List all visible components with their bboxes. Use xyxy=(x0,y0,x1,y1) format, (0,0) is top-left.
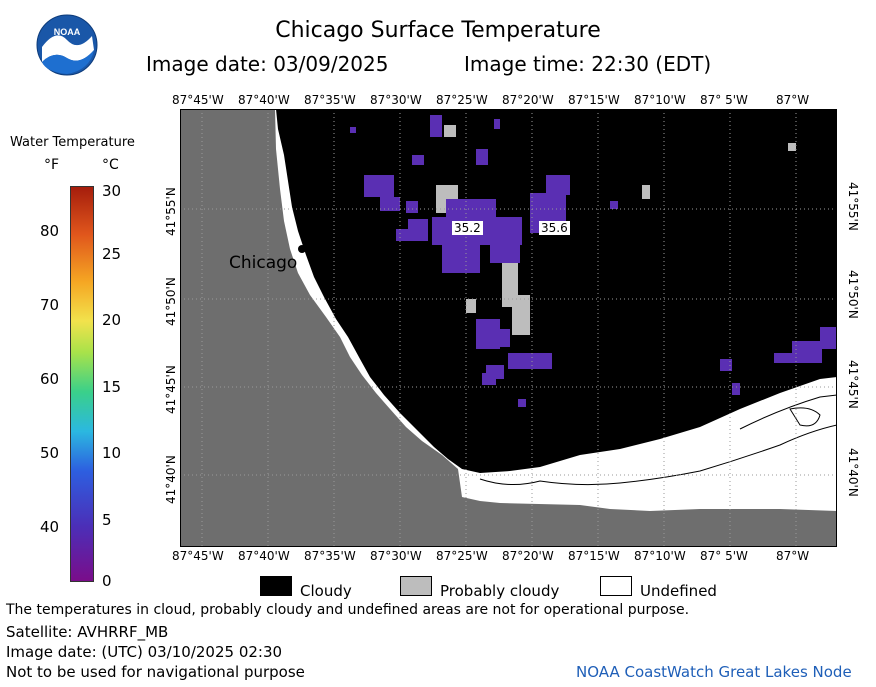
lon-tick: 87°45'W xyxy=(172,93,224,107)
lon-tick: 87°20'W xyxy=(502,549,554,563)
legend-label-undefined: Undefined xyxy=(640,582,717,600)
scale-tick-f: 70 xyxy=(40,296,60,314)
legend-swatch-undefined xyxy=(600,576,632,596)
city-label: Chicago xyxy=(229,253,298,273)
scale-tick-c: 0 xyxy=(102,572,112,590)
lon-tick: 87°25'W xyxy=(436,93,488,107)
scale-tick-c: 5 xyxy=(102,511,112,529)
page-title: Chicago Surface Temperature xyxy=(275,18,601,43)
map-border xyxy=(180,109,837,547)
lat-tick: 41°40'N xyxy=(846,448,860,497)
color-scale-bar xyxy=(70,186,94,582)
temp-label: 35.2 xyxy=(452,221,483,235)
cloud-area xyxy=(276,109,837,473)
lon-tick: 87°35'W xyxy=(304,93,356,107)
lat-tick: 41°40'N xyxy=(164,455,178,504)
image-date-label: Image date: 03/09/2025 xyxy=(146,52,389,76)
lon-tick: 87°15'W xyxy=(568,549,620,563)
lat-tick: 41°50'N xyxy=(846,270,860,319)
footer-satellite: Satellite: AVHRRF_MB xyxy=(6,623,169,641)
lon-tick: 87° 5'W xyxy=(700,549,748,563)
lat-tick: 41°55'N xyxy=(164,187,178,236)
lon-tick: 87°10'W xyxy=(634,93,686,107)
scale-tick-f: 60 xyxy=(40,370,60,388)
lon-tick: 87°20'W xyxy=(502,93,554,107)
lon-tick: 87°10'W xyxy=(634,549,686,563)
footer-disclaimer: The temperatures in cloud, probably clou… xyxy=(6,602,690,618)
legend-swatch-probably-cloudy xyxy=(400,576,432,596)
footer-utc-date: Image date: (UTC) 03/10/2025 02:30 xyxy=(6,643,283,661)
scale-tick-c: 20 xyxy=(102,311,122,329)
lon-tick: 87°W xyxy=(776,93,810,107)
lon-tick: 87°25'W xyxy=(436,549,488,563)
map-panel xyxy=(180,109,837,547)
lat-tick: 41°45'N xyxy=(164,365,178,414)
scale-tick-f: 50 xyxy=(40,444,60,462)
scale-tick-f: 40 xyxy=(40,518,60,536)
scale-tick-f: 80 xyxy=(40,222,60,240)
noaa-logo: NOAA xyxy=(36,14,98,76)
lon-tick: 87° 5'W xyxy=(700,93,748,107)
lat-tick: 41°45'N xyxy=(846,360,860,409)
scale-title: Water Temperature xyxy=(10,135,135,150)
water-temperature-patches xyxy=(350,115,837,407)
lon-tick: 87°W xyxy=(776,549,810,563)
footer-credit: NOAA CoastWatch Great Lakes Node xyxy=(576,663,852,681)
footer-navigation: Not to be used for navigational purpose xyxy=(6,663,305,681)
lon-tick: 87°15'W xyxy=(568,93,620,107)
unit-c: °C xyxy=(102,157,119,173)
temp-label: 35.6 xyxy=(539,221,570,235)
lat-tick: 41°50'N xyxy=(164,277,178,326)
lon-tick: 87°35'W xyxy=(304,549,356,563)
lat-tick: 41°55'N xyxy=(846,182,860,231)
unit-f: °F xyxy=(44,157,60,173)
lon-tick: 87°40'W xyxy=(238,549,290,563)
lon-tick: 87°45'W xyxy=(172,549,224,563)
lon-tick: 87°40'W xyxy=(238,93,290,107)
logo-text: NOAA xyxy=(54,27,81,37)
lon-tick: 87°30'W xyxy=(370,93,422,107)
graticule xyxy=(180,109,837,547)
legend-label-probably-cloudy: Probably cloudy xyxy=(440,582,560,600)
image-time-label: Image time: 22:30 (EDT) xyxy=(464,52,712,76)
legend-label-cloudy: Cloudy xyxy=(300,582,352,600)
scale-tick-c: 10 xyxy=(102,444,122,462)
scale-tick-c: 25 xyxy=(102,245,122,263)
chicago-marker xyxy=(298,245,306,253)
legend-swatch-cloudy xyxy=(260,576,292,596)
scale-tick-c: 30 xyxy=(102,182,122,200)
scale-tick-c: 15 xyxy=(102,378,122,396)
lon-tick: 87°30'W xyxy=(370,549,422,563)
